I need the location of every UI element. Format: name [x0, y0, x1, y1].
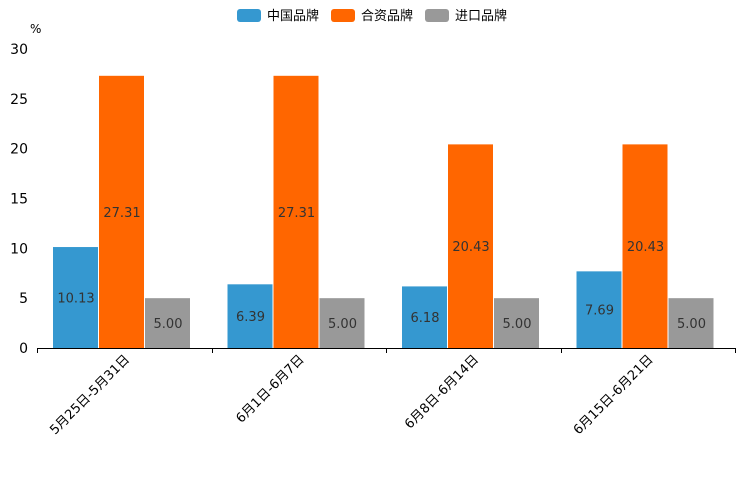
data-label: 5.00 [328, 317, 357, 332]
y-tick-label: 10 [10, 241, 28, 257]
x-category-label: 6月8日-6月14日 [402, 352, 482, 432]
bar [448, 144, 493, 348]
data-label: 5.00 [677, 317, 706, 332]
bar [402, 286, 447, 348]
y-tick-label: 25 [10, 92, 28, 108]
y-tick-label: 30 [10, 42, 28, 58]
data-label: 20.43 [627, 240, 664, 255]
data-label: 10.13 [57, 292, 94, 307]
y-tick-label: 5 [19, 291, 28, 307]
bar [99, 75, 144, 348]
y-axis-unit-label: % [30, 22, 41, 36]
bar [622, 144, 668, 348]
data-label: 5.00 [503, 317, 532, 332]
y-axis: 0 5 10 15 20 25 30 [10, 42, 28, 357]
data-label: 27.31 [103, 206, 140, 221]
y-tick-label: 20 [10, 142, 28, 158]
legend-swatch [237, 9, 261, 22]
legend-swatch [425, 9, 449, 22]
y-tick-label: 15 [10, 192, 28, 208]
bars: 10.13 27.31 5.00 6.39 27.31 5.00 6.18 20.43 5.00… [53, 75, 714, 348]
bar [145, 298, 190, 348]
x-axis: 5月25日-5月31日 6月1日-6月7日 6月8日-6月14日 6月15日-6月21… [37, 348, 736, 438]
bar [576, 271, 622, 348]
x-category-label: 5月25日-5月31日 [47, 352, 133, 438]
data-label: 5.00 [154, 317, 183, 332]
legend: 中国品牌 合资品牌 进口品牌 [237, 8, 507, 24]
legend-label: 合资品牌 [361, 8, 413, 24]
bar [494, 298, 539, 348]
bar [53, 247, 98, 348]
data-label: 6.39 [236, 310, 265, 325]
data-label: 7.69 [585, 304, 614, 319]
legend-label: 中国品牌 [267, 8, 319, 24]
bar [668, 298, 714, 348]
bar [319, 298, 365, 348]
x-category-label: 6月1日-6月7日 [233, 352, 307, 426]
legend-swatch [331, 9, 355, 22]
x-category-label: 6月15日-6月21日 [571, 352, 657, 438]
bar [227, 284, 273, 348]
data-label: 27.31 [278, 206, 315, 221]
bar [273, 75, 319, 348]
data-label: 20.43 [452, 240, 489, 255]
data-label: 6.18 [411, 311, 440, 326]
legend-label: 进口品牌 [455, 8, 507, 24]
y-tick-label: 0 [19, 341, 28, 357]
